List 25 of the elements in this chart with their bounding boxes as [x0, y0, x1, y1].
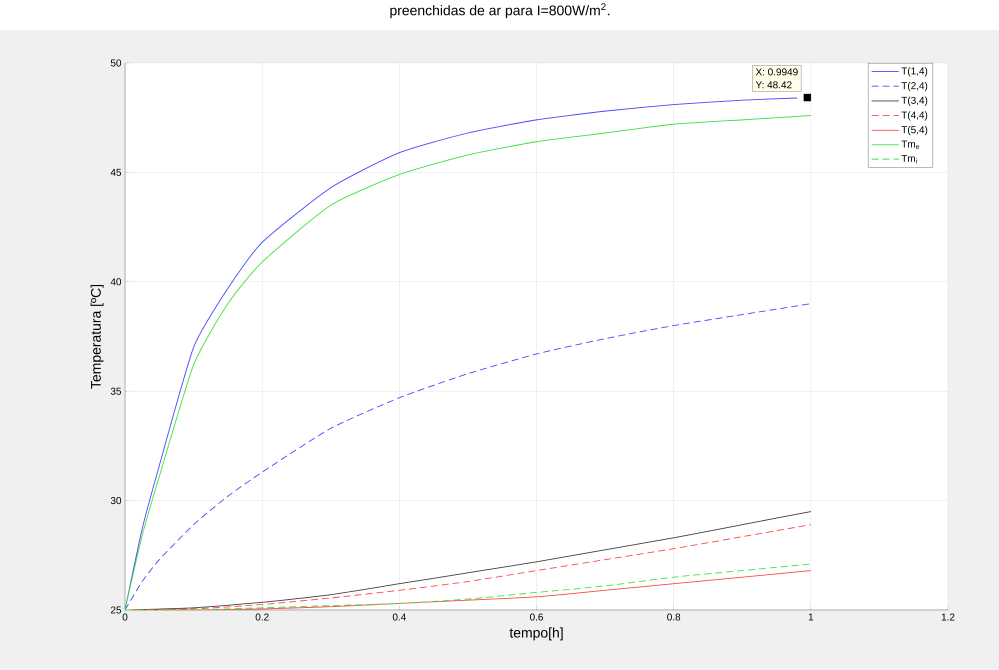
x-tick-label: 1 — [808, 614, 814, 620]
legend-label: Tm$_{i}$ — [901, 154, 917, 164]
x-tick-label: 0.6 — [530, 614, 544, 621]
chart-title: preenchidas de ar para I=800W/m$^{2}$. — [390, 3, 610, 18]
y-tick-label: 25 — [110, 606, 122, 614]
y-axis-title: Temperatura [ºC] — [90, 284, 104, 389]
annotation: X: 0.9949 — [756, 68, 798, 76]
y-tick-label: 40 — [110, 278, 122, 286]
x-tick-label: 0.2 — [256, 614, 269, 621]
legend-label: Tm$_{e}$ — [901, 140, 920, 150]
annotation: Y: 48.42 — [756, 81, 792, 88]
legend-label: T(5,4) — [901, 126, 928, 136]
x-tick-label: 0.8 — [667, 614, 680, 621]
legend-label: T(1,4) — [901, 67, 928, 76]
x-tick-label: 0.4 — [392, 614, 406, 621]
y-tick-label: 45 — [110, 168, 122, 176]
legend-label: T(4,4) — [901, 111, 928, 121]
legend-label: T(3,4) — [901, 96, 928, 106]
y-tick-label: 50 — [110, 59, 122, 67]
y-tick-label: 35 — [110, 388, 122, 395]
legend-label: T(2,4) — [901, 82, 928, 92]
y-tick-label: 30 — [110, 497, 122, 504]
x-axis-title: tempo[h] — [510, 627, 563, 640]
x-tick-label: 1.2 — [942, 614, 954, 620]
x-tick-label: 0 — [122, 614, 128, 621]
